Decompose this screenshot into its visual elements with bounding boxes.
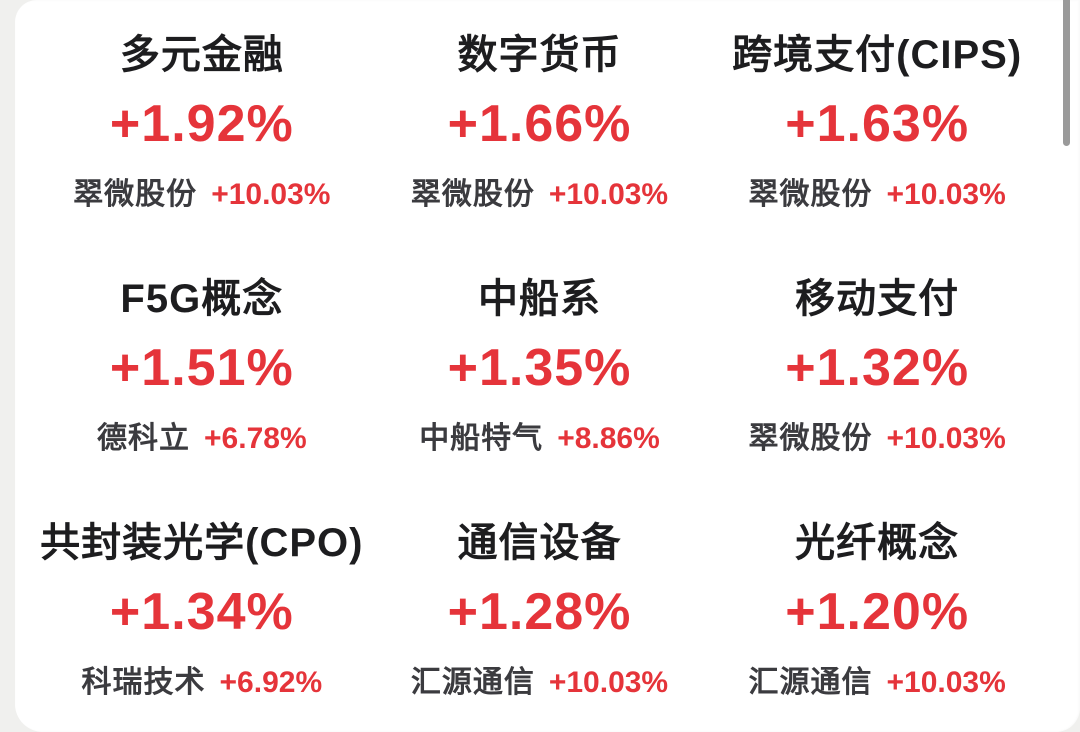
top-stock-name: 翠微股份 — [73, 178, 198, 211]
sector-cell-duoyuanjinrong[interactable]: 多元金融 +1.92% 翠微股份 +10.03% — [33, 0, 371, 244]
top-stock-line: 翠微股份 +10.03% — [749, 177, 1006, 213]
sector-change: +1.92% — [109, 95, 294, 153]
sector-change: +1.51% — [109, 339, 294, 397]
top-stock-change: +8.86% — [557, 422, 660, 455]
sector-change: +1.20% — [785, 583, 970, 641]
sector-name: F5G概念 — [120, 277, 284, 321]
sector-name: 光纤概念 — [795, 521, 960, 565]
sector-change: +1.66% — [447, 95, 632, 153]
top-stock-name: 中船特气 — [419, 422, 544, 455]
top-stock-name: 翠微股份 — [748, 422, 873, 455]
top-stock-line: 德科立 +6.78% — [97, 421, 307, 457]
sector-grid: 多元金融 +1.92% 翠微股份 +10.03% 数字货币 +1.66% 翠微股… — [15, 0, 1080, 732]
sector-name: 数字货币 — [457, 33, 622, 77]
top-stock-name: 汇源通信 — [410, 666, 535, 699]
top-stock-name: 汇源通信 — [748, 666, 873, 699]
sector-name: 移动支付 — [795, 277, 960, 321]
sector-cell-tongxinshebei[interactable]: 通信设备 +1.28% 汇源通信 +10.03% — [371, 488, 709, 732]
top-stock-line: 翠微股份 +10.03% — [749, 421, 1006, 457]
top-stock-change: +10.03% — [548, 666, 669, 699]
top-stock-change: +10.03% — [211, 178, 331, 211]
top-stock-change: +10.03% — [886, 422, 1006, 455]
top-stock-change: +6.92% — [219, 666, 323, 699]
sector-change: +1.34% — [109, 583, 294, 641]
sector-grid-card: 多元金融 +1.92% 翠微股份 +10.03% 数字货币 +1.66% 翠微股… — [15, 0, 1080, 732]
sector-name: 跨境支付(CIPS) — [732, 33, 1023, 77]
top-stock-name: 翠微股份 — [410, 178, 535, 211]
sector-change: +1.35% — [447, 339, 632, 397]
top-stock-line: 汇源通信 +10.03% — [749, 665, 1006, 701]
top-stock-name: 翠微股份 — [748, 178, 873, 211]
top-stock-line: 汇源通信 +10.03% — [411, 665, 668, 701]
scrollbar-thumb[interactable] — [1063, 0, 1070, 146]
sector-cell-shuzihuobi[interactable]: 数字货币 +1.66% 翠微股份 +10.03% — [371, 0, 709, 244]
sector-change: +1.63% — [785, 95, 970, 153]
top-stock-change: +10.03% — [886, 178, 1006, 211]
top-stock-change: +10.03% — [548, 178, 669, 211]
top-stock-line: 中船特气 +8.86% — [419, 421, 660, 457]
top-stock-change: +6.78% — [204, 422, 307, 455]
sector-cell-zhongchuanxi[interactable]: 中船系 +1.35% 中船特气 +8.86% — [371, 244, 709, 488]
sector-name: 共封装光学(CPO) — [40, 521, 364, 565]
sector-name: 中船系 — [477, 277, 601, 321]
sector-cell-yidongzhifu[interactable]: 移动支付 +1.32% 翠微股份 +10.03% — [708, 244, 1046, 488]
sector-cell-gongfengzhuang-guangxue-cpo[interactable]: 共封装光学(CPO) +1.34% 科瑞技术 +6.92% — [33, 488, 371, 732]
top-stock-name: 德科立 — [97, 422, 191, 455]
sector-change: +1.32% — [785, 339, 970, 397]
top-stock-name: 科瑞技术 — [81, 666, 206, 699]
top-stock-line: 科瑞技术 +6.92% — [82, 665, 323, 701]
top-stock-change: +10.03% — [886, 666, 1006, 699]
sector-cell-kuajingzhifu-cips[interactable]: 跨境支付(CIPS) +1.63% 翠微股份 +10.03% — [708, 0, 1046, 244]
sector-cell-guangxian-gainian[interactable]: 光纤概念 +1.20% 汇源通信 +10.03% — [708, 488, 1046, 732]
sector-name: 多元金融 — [119, 33, 284, 77]
sector-name: 通信设备 — [457, 521, 622, 565]
top-stock-line: 翠微股份 +10.03% — [411, 177, 668, 213]
top-stock-line: 翠微股份 +10.03% — [73, 177, 330, 213]
sector-change: +1.28% — [447, 583, 632, 641]
sector-cell-f5g-gainian[interactable]: F5G概念 +1.51% 德科立 +6.78% — [33, 244, 371, 488]
